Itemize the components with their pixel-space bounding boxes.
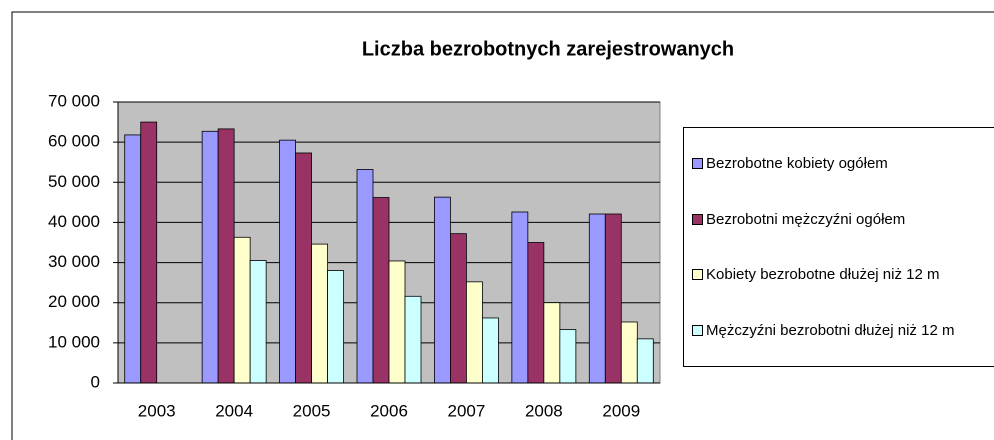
y-tick-label: 30 000 — [48, 252, 100, 271]
legend-swatch — [692, 269, 703, 281]
bar — [201, 130, 219, 384]
legend-entry: Bezrobotni mężczyźni ogółem — [692, 209, 987, 230]
legend-swatch — [692, 324, 703, 336]
bar — [466, 281, 483, 384]
y-tick-label: 40 000 — [48, 212, 100, 231]
bar — [588, 213, 606, 384]
bar — [450, 233, 467, 384]
legend-entry: Bezrobotne kobiety ogółem — [692, 153, 987, 174]
x-tick-label: 2008 — [525, 401, 563, 420]
x-tick-label: 2006 — [370, 401, 408, 420]
legend-label: Kobiety bezrobotne dłużej niż 12 m — [706, 266, 940, 284]
legend: Bezrobotne kobiety ogółem Bezrobotni mężc… — [683, 127, 994, 367]
x-tick-label: 2007 — [448, 401, 486, 420]
bar — [233, 236, 251, 384]
bar — [511, 211, 529, 384]
bar — [140, 121, 158, 384]
legend-label: Mężczyźni bezrobotni dłużej niż 12 m — [706, 321, 955, 339]
bar — [388, 260, 406, 384]
chart-title: Liczba bezrobotnych zarejestrowanych — [362, 38, 734, 60]
bar — [279, 139, 296, 384]
legend-entry: Kobiety bezrobotne dłużej niż 12 m — [692, 264, 987, 285]
legend-swatch — [692, 158, 703, 170]
y-tick-label: 60 000 — [48, 132, 100, 151]
legend-label: Bezrobotni mężczyźni ogółem — [706, 210, 906, 228]
bar — [543, 302, 561, 384]
y-tick-label: 0 — [91, 372, 100, 391]
x-tick-label: 2004 — [215, 401, 253, 420]
bar — [311, 243, 328, 384]
bar — [249, 260, 267, 384]
bar — [356, 169, 374, 384]
bar — [404, 295, 422, 384]
bar — [124, 134, 142, 384]
bar — [372, 197, 390, 384]
x-tick-label: 2009 — [602, 401, 640, 420]
bar — [604, 213, 622, 384]
bar — [327, 270, 344, 384]
bar — [482, 317, 499, 384]
bar — [295, 152, 312, 384]
bar — [636, 338, 654, 384]
legend-label: Bezrobotne kobiety ogółem — [706, 155, 888, 173]
bar — [527, 242, 545, 384]
x-tick-label: 2005 — [293, 401, 331, 420]
y-tick-label: 10 000 — [48, 332, 100, 351]
x-tick-label: 2003 — [138, 401, 176, 420]
y-tick-label: 20 000 — [48, 292, 100, 311]
legend-swatch — [692, 213, 703, 225]
legend-entry: Mężczyźni bezrobotni dłużej niż 12 m — [692, 320, 987, 341]
bar — [217, 128, 235, 384]
bar — [620, 321, 638, 384]
bar — [434, 196, 451, 384]
bar — [559, 329, 577, 384]
y-tick-label: 50 000 — [48, 172, 100, 191]
y-tick-label: 70 000 — [48, 91, 100, 110]
